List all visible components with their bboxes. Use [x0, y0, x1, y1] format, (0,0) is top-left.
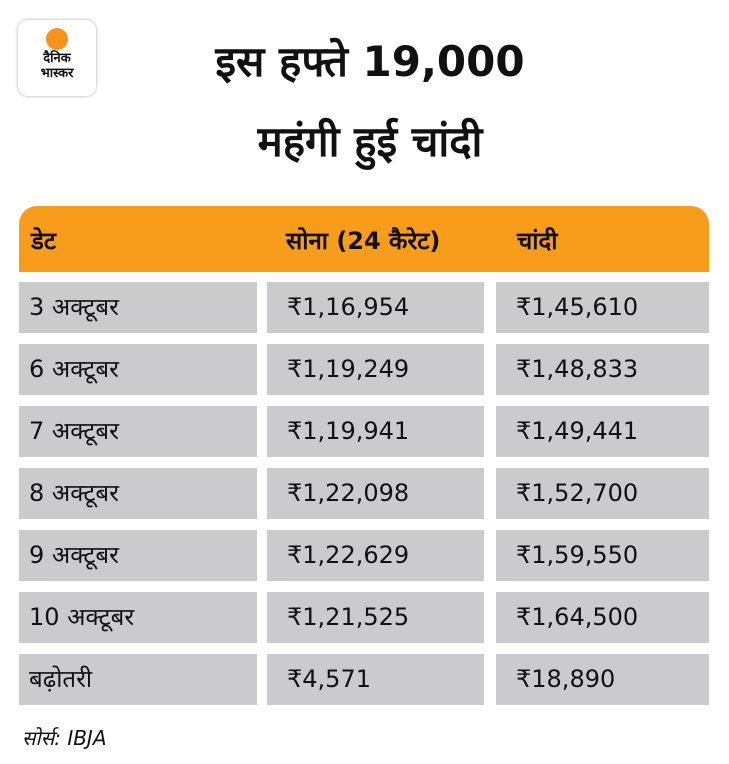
cell-silver: ₹1,64,500	[496, 592, 709, 643]
header-date: डेट	[31, 227, 56, 255]
cell-date: 7 अक्टूबर	[19, 406, 257, 457]
cell-silver: ₹18,890	[496, 654, 709, 705]
cell-silver: ₹1,52,700	[496, 468, 709, 519]
table-row: 6 अक्टूबर ₹1,19,249 ₹1,48,833	[19, 344, 709, 395]
headline-line2: महंगी हुई चांदी	[257, 117, 483, 166]
cell-date: 8 अक्टूबर	[19, 468, 257, 519]
cell-date: 10 अक्टूबर	[19, 592, 257, 643]
table-row: बढ़ोतरी ₹4,571 ₹18,890	[19, 654, 709, 705]
table-row: 3 अक्टूबर ₹1,16,954 ₹1,45,610	[19, 282, 709, 333]
sun-icon	[46, 28, 68, 50]
cell-gold: ₹1,16,954	[267, 282, 484, 333]
cell-silver: ₹1,48,833	[496, 344, 709, 395]
source-note: सोर्स: IBJA	[22, 726, 107, 750]
logo-line2: भास्कर	[40, 66, 74, 81]
cell-date: 3 अक्टूबर	[19, 282, 257, 333]
table-header: डेट सोना (24 कैरेट) चांदी	[19, 206, 709, 272]
cell-date: बढ़ोतरी	[19, 654, 257, 705]
headline-line1: इस हफ्ते 19,000	[215, 37, 525, 86]
cell-gold: ₹1,21,525	[267, 592, 484, 643]
cell-gold: ₹1,19,941	[267, 406, 484, 457]
table-row: 10 अक्टूबर ₹1,21,525 ₹1,64,500	[19, 592, 709, 643]
cell-silver: ₹1,59,550	[496, 530, 709, 581]
cell-gold: ₹4,571	[267, 654, 484, 705]
cell-gold: ₹1,19,249	[267, 344, 484, 395]
logo-line1: दैनिक	[43, 51, 71, 66]
cell-silver: ₹1,45,610	[496, 282, 709, 333]
dainik-bhaskar-logo: दैनिक भास्कर	[18, 20, 96, 96]
header-silver: चांदी	[517, 227, 558, 255]
header-gold: सोना (24 कैरेट)	[286, 227, 441, 255]
table-row: 7 अक्टूबर ₹1,19,941 ₹1,49,441	[19, 406, 709, 457]
cell-gold: ₹1,22,098	[267, 468, 484, 519]
headline: इस हफ्ते 19,000 महंगी हुई चांदी	[110, 22, 630, 182]
cell-date: 9 अक्टूबर	[19, 530, 257, 581]
table-row: 9 अक्टूबर ₹1,22,629 ₹1,59,550	[19, 530, 709, 581]
cell-gold: ₹1,22,629	[267, 530, 484, 581]
cell-date: 6 अक्टूबर	[19, 344, 257, 395]
table-row: 8 अक्टूबर ₹1,22,098 ₹1,52,700	[19, 468, 709, 519]
cell-silver: ₹1,49,441	[496, 406, 709, 457]
